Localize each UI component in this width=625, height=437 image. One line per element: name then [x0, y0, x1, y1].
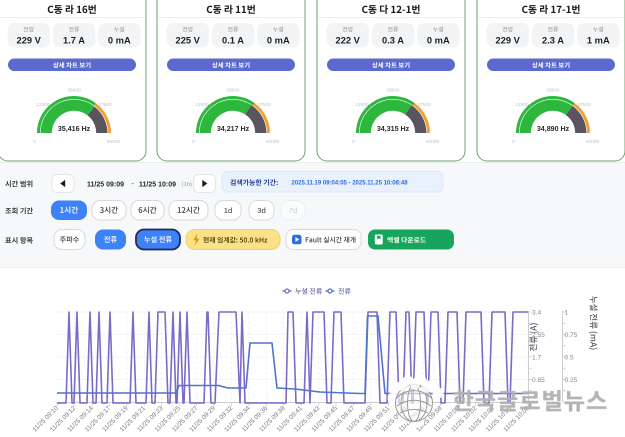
- svg-text:0.85: 0.85: [532, 377, 545, 384]
- svg-text:25000: 25000: [386, 88, 400, 94]
- svg-text:0: 0: [33, 139, 36, 145]
- svg-text:1 mA: 1 mA: [587, 36, 610, 46]
- svg-text:0 mA: 0 mA: [108, 36, 131, 46]
- svg-text:25000: 25000: [226, 88, 240, 94]
- svg-text:0.5: 0.5: [565, 354, 574, 361]
- svg-text:1: 1: [565, 309, 569, 316]
- svg-text:37500: 37500: [577, 102, 591, 108]
- svg-text:7d: 7d: [289, 206, 298, 215]
- svg-text:37500: 37500: [417, 102, 431, 108]
- svg-text:0: 0: [352, 139, 355, 145]
- svg-text:37500: 37500: [98, 102, 112, 108]
- svg-text:0.3 A: 0.3 A: [382, 36, 404, 46]
- svg-text:35,416 Hz: 35,416 Hz: [58, 125, 91, 133]
- svg-text:12500: 12500: [515, 102, 529, 108]
- svg-text:2.55: 2.55: [532, 332, 545, 339]
- svg-text:50000: 50000: [107, 139, 121, 145]
- svg-text:0 mA: 0 mA: [427, 36, 450, 46]
- svg-text:11/25 09:09: 11/25 09:09: [87, 181, 124, 188]
- svg-text:1d: 1d: [224, 206, 233, 215]
- svg-text:12500: 12500: [36, 102, 50, 108]
- svg-text:0.1 A: 0.1 A: [222, 36, 244, 46]
- svg-text:-: -: [132, 181, 135, 188]
- svg-text:2.3 A: 2.3 A: [542, 36, 564, 46]
- svg-text:3d: 3d: [257, 206, 266, 215]
- svg-text:37500: 37500: [257, 102, 271, 108]
- svg-text:0.25: 0.25: [565, 377, 578, 384]
- svg-text:222 V: 222 V: [336, 36, 361, 46]
- svg-text:2025.11.19 09:04:05 - 2025.11.: 2025.11.19 09:04:05 - 2025.11.25 10:08:4…: [292, 181, 409, 187]
- svg-text:(1h): (1h): [182, 182, 193, 188]
- svg-text:50000: 50000: [586, 139, 600, 145]
- svg-text:34,315 Hz: 34,315 Hz: [377, 125, 410, 133]
- svg-text:25000: 25000: [546, 88, 560, 94]
- svg-text:225 V: 225 V: [176, 36, 201, 46]
- svg-text:11/25 10:09: 11/25 10:09: [139, 181, 176, 188]
- svg-text:0: 0: [512, 139, 515, 145]
- svg-text:12500: 12500: [355, 102, 369, 108]
- svg-text:34,890 Hz: 34,890 Hz: [537, 125, 570, 133]
- svg-text:0 mA: 0 mA: [267, 36, 290, 46]
- svg-text:0: 0: [192, 139, 195, 145]
- svg-text:3.4: 3.4: [532, 309, 541, 316]
- svg-text:229 V: 229 V: [17, 36, 42, 46]
- svg-text:34,217 Hz: 34,217 Hz: [217, 125, 250, 133]
- svg-text:12500: 12500: [195, 102, 209, 108]
- svg-text:50000: 50000: [266, 139, 280, 145]
- svg-text:1.7 A: 1.7 A: [63, 36, 85, 46]
- svg-text:25000: 25000: [67, 88, 81, 94]
- svg-text:50000: 50000: [426, 139, 440, 145]
- svg-text:229 V: 229 V: [496, 36, 521, 46]
- svg-text:1.7: 1.7: [532, 354, 541, 361]
- svg-text:0.75: 0.75: [565, 332, 578, 339]
